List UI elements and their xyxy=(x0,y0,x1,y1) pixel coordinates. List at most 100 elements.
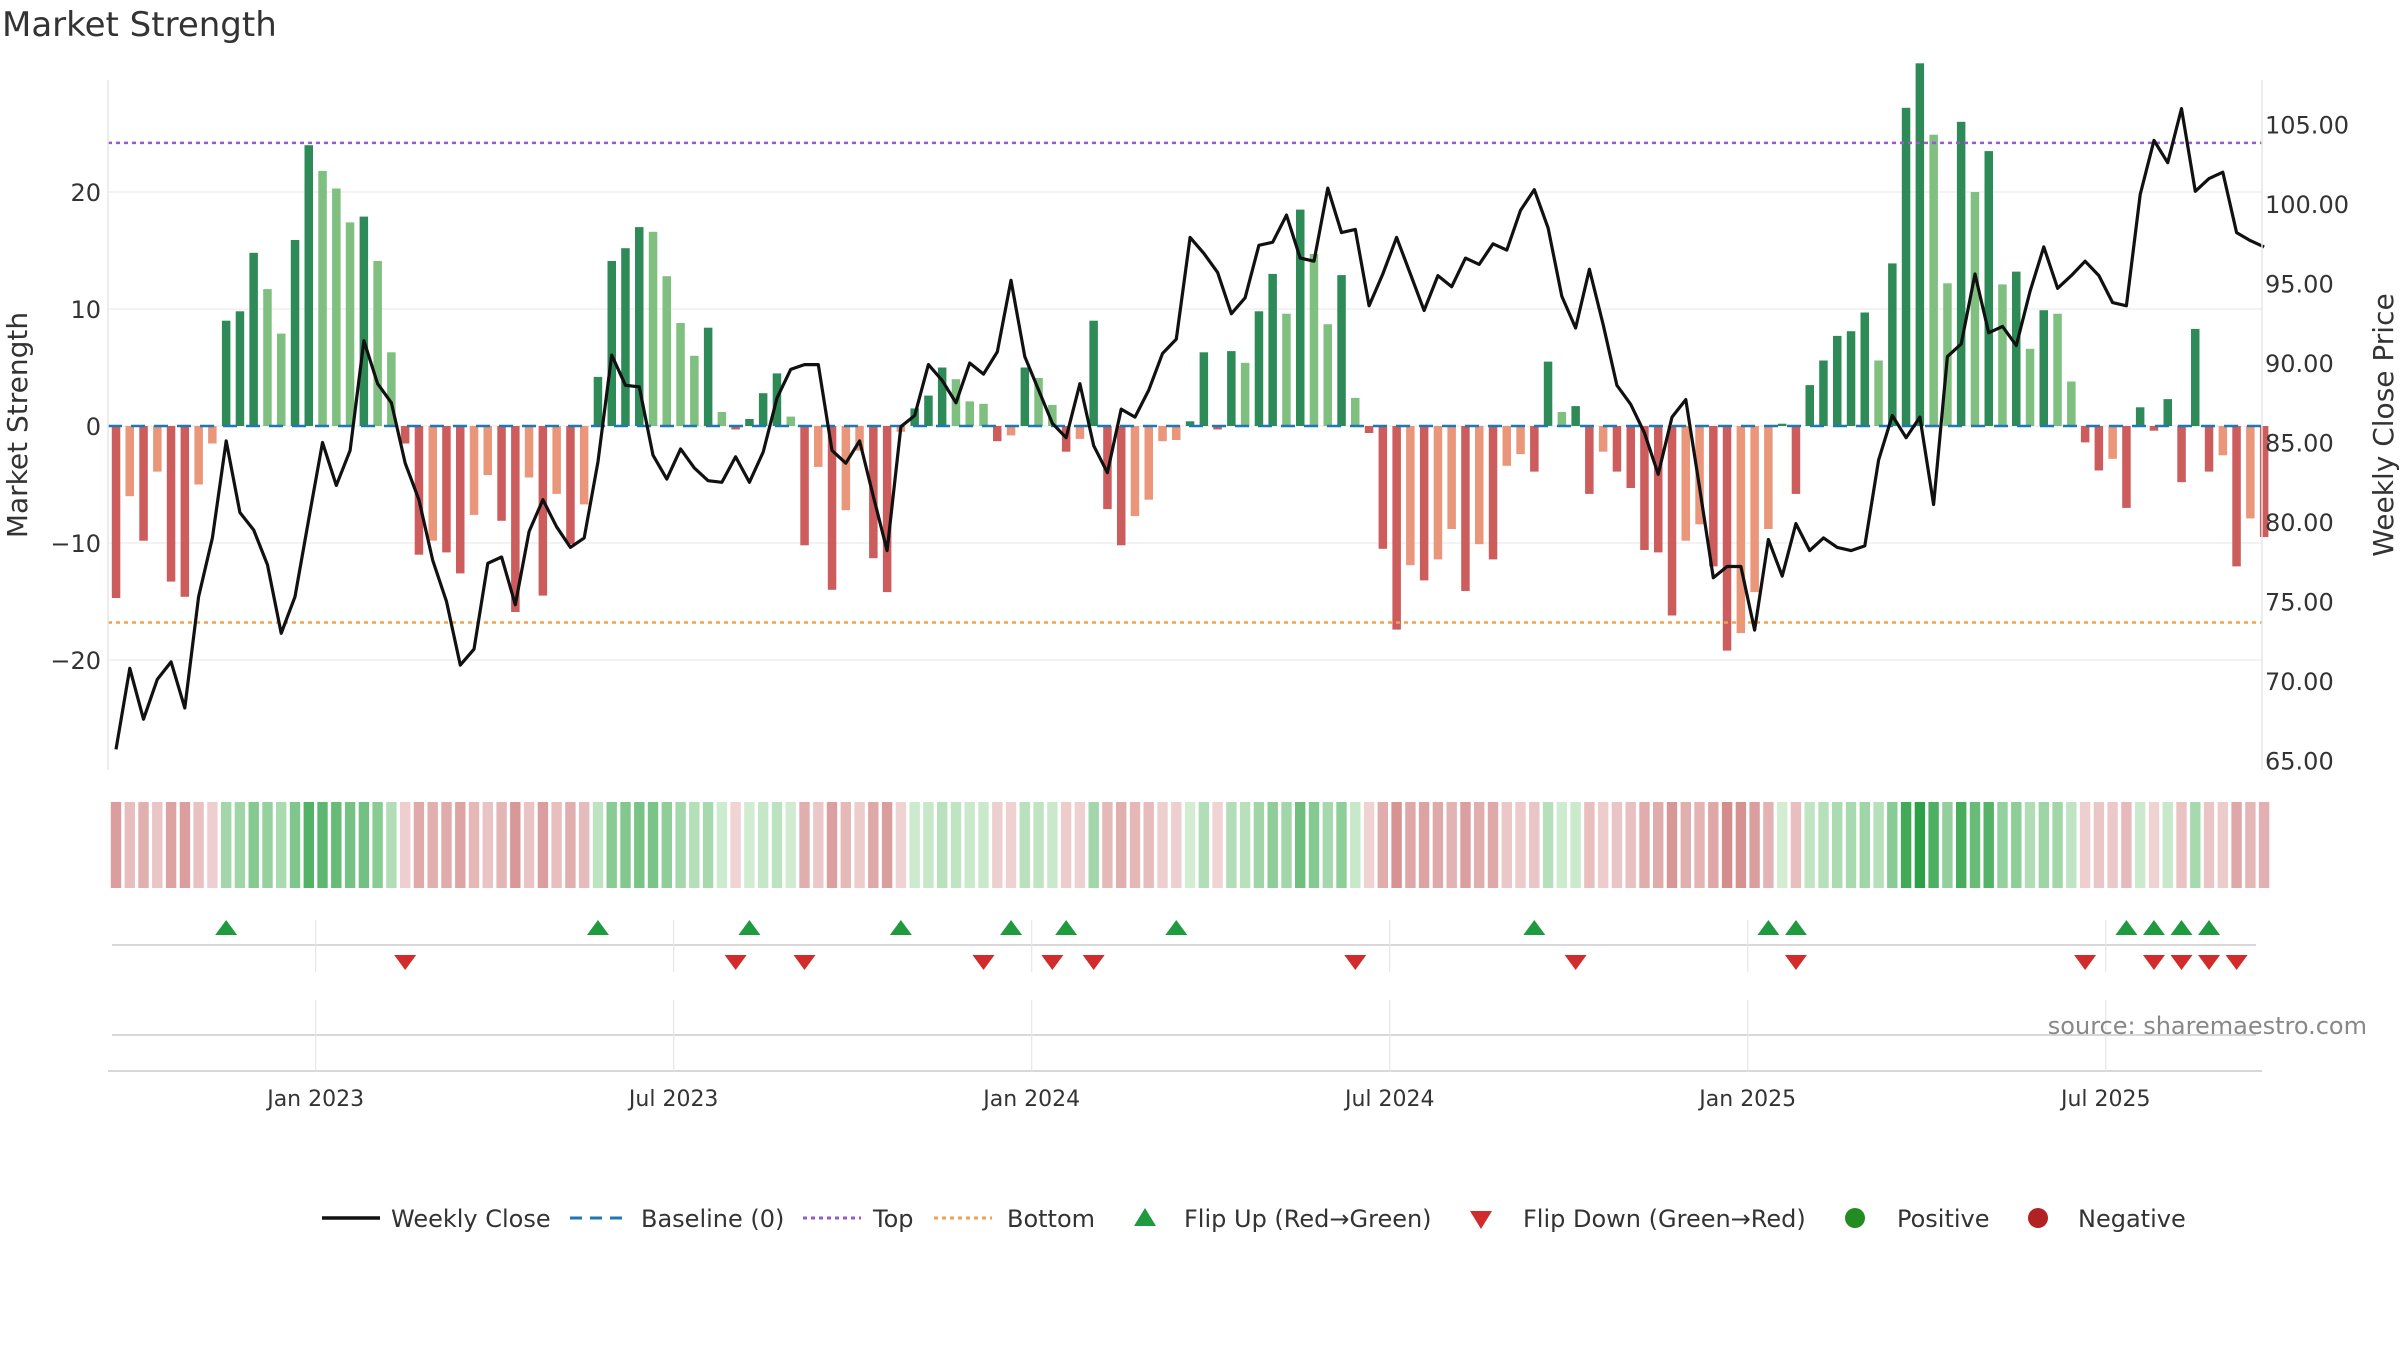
strength-bar xyxy=(635,227,644,426)
heat-cell xyxy=(234,802,246,888)
strength-bar xyxy=(1337,275,1346,426)
heat-cell xyxy=(165,802,177,888)
heat-cell xyxy=(661,802,672,888)
heat-cell xyxy=(1804,802,1815,888)
heat-cell xyxy=(1350,802,1361,888)
flip-down-marker xyxy=(1082,955,1105,970)
legend-label-flip-up: Flip Up (Red→Green) xyxy=(1184,1205,1432,1233)
strength-bar xyxy=(1805,385,1814,426)
strength-bar xyxy=(400,426,410,444)
strength-bar xyxy=(1419,426,1429,581)
heat-cell xyxy=(1914,802,1926,888)
heat-cell xyxy=(221,802,232,888)
flip-up-marker xyxy=(2170,920,2193,935)
strength-bar xyxy=(1984,151,1993,426)
left-axis-ticks: 20 10 0 −10 −20 xyxy=(50,179,101,675)
strength-bar xyxy=(524,426,534,478)
flip-down-marker xyxy=(2170,955,2193,970)
heat-cell xyxy=(702,802,714,888)
strength-bar xyxy=(332,188,341,426)
strength-bar xyxy=(1461,426,1470,591)
heat-cell xyxy=(1239,802,1251,888)
heat-cell xyxy=(881,802,893,888)
strength-bar xyxy=(1392,426,1401,630)
legend-swatch-positive xyxy=(1845,1208,1865,1228)
heat-cell xyxy=(386,802,397,888)
right-axis-ticks: 105.00 100.00 95.00 90.00 85.00 80.00 75.00 70.… xyxy=(2265,112,2349,776)
strength-bar xyxy=(1736,426,1746,634)
heat-cell xyxy=(441,802,452,888)
heat-cell xyxy=(730,802,741,888)
heat-cell xyxy=(1019,802,1030,888)
right-tick-label: 105.00 xyxy=(2265,112,2349,140)
flip-up-marker xyxy=(586,920,609,935)
strength-bar xyxy=(1833,335,1842,426)
heat-cell xyxy=(937,802,948,888)
heat-cell xyxy=(2107,802,2118,888)
strength-bar xyxy=(1585,426,1594,494)
strength-bar xyxy=(1254,311,1264,426)
strength-bar xyxy=(359,216,369,426)
strength-bar xyxy=(1846,331,1856,426)
strength-bar xyxy=(497,426,506,521)
heat-cell xyxy=(2162,802,2173,888)
strength-bar xyxy=(208,426,217,444)
strength-bar xyxy=(1915,63,1925,427)
strength-bar xyxy=(786,416,795,426)
legend-label-top: Top xyxy=(872,1205,914,1233)
strength-bar xyxy=(1364,426,1374,433)
flip-down-marker xyxy=(724,955,747,970)
heat-cell xyxy=(2038,802,2049,888)
strength-bar xyxy=(2259,426,2269,538)
heat-cell xyxy=(1074,802,1086,888)
strength-bar xyxy=(2232,426,2241,567)
heat-cell xyxy=(1625,802,1636,888)
strength-bar xyxy=(1351,397,1360,426)
heat-cell xyxy=(2024,802,2036,888)
strength-bar xyxy=(2177,426,2186,483)
strength-bar xyxy=(579,426,589,505)
strength-bar xyxy=(1929,134,1938,426)
heat-cell xyxy=(579,802,590,888)
strength-bar xyxy=(662,276,671,426)
strength-bar xyxy=(1158,426,1167,442)
strength-bar xyxy=(2025,348,2035,426)
heat-cell xyxy=(1969,802,1981,888)
legend-swatch-flip-down xyxy=(1470,1211,1492,1229)
strength-bar xyxy=(1654,426,1663,553)
heat-cell xyxy=(1542,802,1554,888)
heat-cell xyxy=(1460,802,1471,888)
strength-bar xyxy=(924,395,933,426)
reference-lines xyxy=(108,141,2262,624)
strength-bar xyxy=(1901,107,1911,427)
heat-cell xyxy=(1281,802,1292,888)
flip-down-marker xyxy=(394,955,417,970)
right-tick-label: 90.00 xyxy=(2265,350,2334,378)
heat-cell xyxy=(923,802,934,888)
strength-bar xyxy=(1323,324,1332,426)
flip-down-marker xyxy=(1344,955,1367,970)
strength-bar xyxy=(855,426,864,451)
heat-cell xyxy=(1474,802,1485,888)
strength-bar xyxy=(1075,426,1085,439)
heat-cell xyxy=(1680,802,1691,888)
strength-bar xyxy=(318,170,327,426)
strength-bar xyxy=(1722,426,1732,651)
heat-cell xyxy=(1763,802,1774,888)
heat-cell xyxy=(1487,802,1499,888)
heat-cell xyxy=(2121,802,2132,888)
strength-bar xyxy=(2135,407,2145,426)
heat-cell xyxy=(1005,802,1017,888)
strength-bar xyxy=(1117,426,1126,546)
right-tick-label: 85.00 xyxy=(2265,430,2334,458)
heat-cell xyxy=(2148,802,2160,888)
empty-panel xyxy=(108,1034,2262,1072)
right-tick-label: 80.00 xyxy=(2265,509,2334,537)
strength-bar xyxy=(1557,412,1567,426)
strength-bar xyxy=(1296,209,1305,426)
strength-bar xyxy=(841,426,851,511)
heat-cell xyxy=(1515,802,1526,888)
heat-cell xyxy=(1391,802,1402,888)
strength-bar xyxy=(2012,271,2021,426)
heat-cell xyxy=(124,802,135,888)
